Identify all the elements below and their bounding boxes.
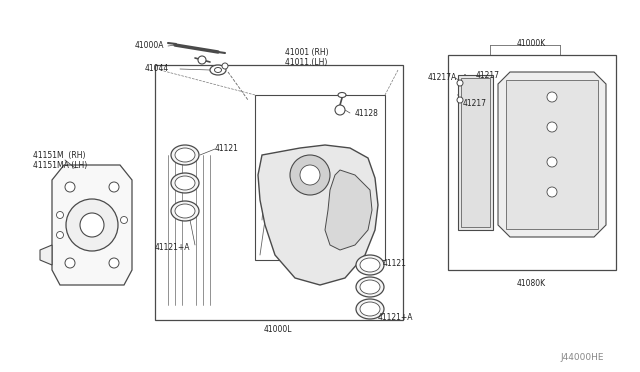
Text: 41128: 41128 [355, 109, 379, 118]
Circle shape [335, 105, 345, 115]
Circle shape [300, 165, 320, 185]
Ellipse shape [214, 67, 221, 73]
Text: 41044: 41044 [145, 64, 169, 73]
Circle shape [547, 187, 557, 197]
Text: 41151MA (LH): 41151MA (LH) [33, 160, 87, 170]
Circle shape [547, 122, 557, 132]
Bar [506, 80, 598, 229]
Text: 41217: 41217 [476, 71, 500, 80]
Text: 41080K: 41080K [517, 279, 546, 289]
Ellipse shape [356, 277, 384, 297]
Text: 41000K: 41000K [517, 38, 547, 48]
Ellipse shape [175, 148, 195, 162]
Polygon shape [498, 72, 606, 237]
Ellipse shape [360, 258, 380, 272]
Bar [461, 78, 490, 227]
Ellipse shape [356, 255, 384, 275]
Ellipse shape [175, 204, 195, 218]
Ellipse shape [360, 302, 380, 316]
Circle shape [80, 213, 104, 237]
Text: 41121: 41121 [383, 259, 407, 267]
Text: 41121: 41121 [215, 144, 239, 153]
Circle shape [65, 182, 75, 192]
Bar [255, 95, 385, 260]
Ellipse shape [171, 173, 199, 193]
Polygon shape [40, 245, 52, 265]
Circle shape [120, 217, 127, 224]
Ellipse shape [210, 65, 226, 75]
Ellipse shape [171, 201, 199, 221]
Circle shape [457, 80, 463, 86]
Circle shape [56, 212, 63, 218]
Text: 41000A: 41000A [135, 41, 164, 49]
Ellipse shape [171, 145, 199, 165]
Bar [448, 55, 616, 270]
Ellipse shape [338, 93, 346, 97]
Circle shape [109, 258, 119, 268]
Polygon shape [258, 145, 378, 285]
Circle shape [290, 155, 330, 195]
Text: 41217A: 41217A [428, 73, 457, 81]
Circle shape [56, 231, 63, 238]
Circle shape [65, 258, 75, 268]
Text: 41121+A: 41121+A [378, 314, 413, 323]
Polygon shape [52, 165, 132, 285]
Text: 41121+A: 41121+A [155, 244, 191, 253]
Circle shape [457, 97, 463, 103]
Bar [458, 75, 493, 230]
Circle shape [66, 199, 118, 251]
Ellipse shape [356, 299, 384, 319]
Ellipse shape [360, 280, 380, 294]
Text: 41001 (RH): 41001 (RH) [285, 48, 328, 57]
Text: 41011 (LH): 41011 (LH) [285, 58, 328, 67]
Text: 41000L: 41000L [264, 326, 292, 334]
Bar [155, 65, 403, 320]
Ellipse shape [175, 176, 195, 190]
Circle shape [547, 92, 557, 102]
Circle shape [547, 157, 557, 167]
Text: 41217: 41217 [463, 99, 487, 108]
Circle shape [198, 56, 206, 64]
Polygon shape [325, 170, 372, 250]
Circle shape [222, 63, 228, 69]
Text: 41151M  (RH): 41151M (RH) [33, 151, 86, 160]
Text: J44000HE: J44000HE [560, 353, 604, 362]
Circle shape [109, 182, 119, 192]
